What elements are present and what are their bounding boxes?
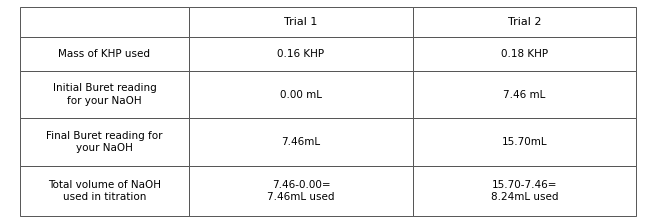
Text: Initial Buret reading
for your NaOH: Initial Buret reading for your NaOH xyxy=(52,83,156,106)
Bar xyxy=(413,7,636,37)
Text: 0.00 mL: 0.00 mL xyxy=(280,90,322,100)
Text: 0.16 KHP: 0.16 KHP xyxy=(277,49,325,59)
Text: Trial 1: Trial 1 xyxy=(284,17,318,27)
Text: Trial 2: Trial 2 xyxy=(508,17,541,27)
Text: 7.46mL: 7.46mL xyxy=(281,137,321,147)
Bar xyxy=(189,37,413,71)
Bar xyxy=(413,118,636,166)
Text: 15.70mL: 15.70mL xyxy=(502,137,547,147)
Bar xyxy=(189,166,413,216)
Text: 7.46-0.00=
7.46mL used: 7.46-0.00= 7.46mL used xyxy=(267,180,335,202)
Bar xyxy=(20,118,189,166)
Text: 7.46 mL: 7.46 mL xyxy=(503,90,546,100)
Bar xyxy=(189,7,413,37)
Text: 0.18 KHP: 0.18 KHP xyxy=(501,49,548,59)
Bar xyxy=(189,118,413,166)
Bar xyxy=(20,71,189,118)
Bar xyxy=(413,71,636,118)
Bar xyxy=(189,71,413,118)
Bar xyxy=(413,37,636,71)
Bar xyxy=(413,166,636,216)
Bar xyxy=(20,37,189,71)
Text: Total volume of NaOH
used in titration: Total volume of NaOH used in titration xyxy=(48,180,161,202)
Bar xyxy=(20,7,189,37)
Bar xyxy=(20,166,189,216)
Text: Final Buret reading for
your NaOH: Final Buret reading for your NaOH xyxy=(46,130,163,153)
Text: Mass of KHP used: Mass of KHP used xyxy=(58,49,150,59)
Text: 15.70-7.46=
8.24mL used: 15.70-7.46= 8.24mL used xyxy=(491,180,558,202)
